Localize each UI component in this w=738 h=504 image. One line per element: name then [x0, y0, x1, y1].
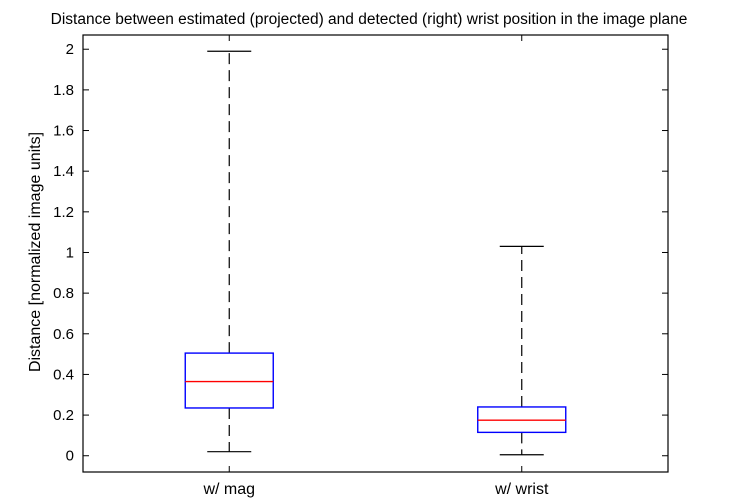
y-tick-label: 0.6 — [53, 326, 74, 343]
y-tick-label: 1.6 — [53, 123, 74, 140]
iqr-box — [184, 352, 274, 409]
y-tick-label: 0.2 — [53, 407, 74, 424]
y-tick-label: 1 — [66, 244, 74, 261]
x-tick-label: w/ mag — [202, 481, 255, 498]
plot-area-frame — [82, 34, 669, 473]
y-tick-label: 0 — [66, 448, 74, 465]
y-tick-label: 0.4 — [53, 366, 74, 383]
chart-marks: 0 0.2 0.4 0.6 0.8 1 1.2 1.4 1.6 1.8 2 w/ mag w/ wris… — [53, 35, 668, 498]
y-tick-label: 1.2 — [53, 204, 74, 221]
y-tick-label: 1.4 — [53, 163, 74, 180]
chart-title: Distance between estimated (projected) a… — [51, 11, 688, 28]
x-tick-label: w/ wrist — [494, 481, 549, 498]
y-tick-label: 2 — [66, 41, 74, 58]
y-tick-label: 1.8 — [53, 82, 74, 99]
y-axis-label: Distance [normalized image units] — [27, 132, 44, 372]
y-tick-label: 0.8 — [53, 285, 74, 302]
